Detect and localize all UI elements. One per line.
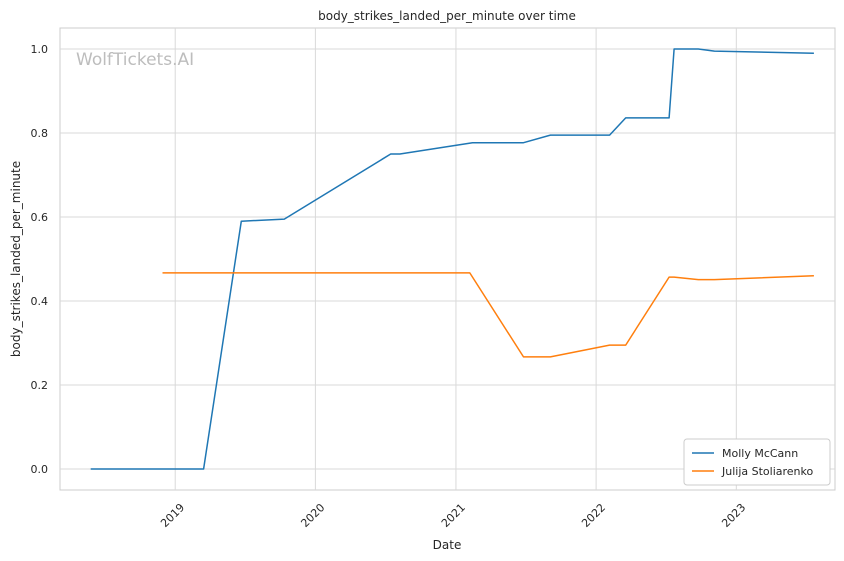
chart-title: body_strikes_landed_per_minute over time — [318, 9, 576, 23]
y-tick-label: 0.4 — [31, 295, 49, 308]
y-tick-label: 0.6 — [31, 211, 49, 224]
watermark: WolfTickets.AI — [76, 50, 194, 70]
series-lines — [90, 48, 814, 470]
y-tick-label: 0.0 — [31, 463, 49, 476]
legend-label-0: Molly McCann — [722, 447, 798, 460]
y-tick-label: 0.8 — [31, 127, 49, 140]
legend: Molly McCann Julija Stoliarenko — [683, 438, 831, 486]
series-line-1 — [162, 272, 814, 358]
grid — [60, 28, 835, 490]
y-tick-label: 0.2 — [31, 379, 49, 392]
x-tick-label: 2020 — [298, 501, 327, 530]
x-tick-label: 2023 — [719, 501, 748, 530]
y-tick-labels: 0.0 0.2 0.4 0.6 0.8 1.0 — [31, 43, 49, 476]
y-axis-label: body_strikes_landed_per_minute — [9, 161, 23, 357]
legend-label-1: Julija Stoliarenko — [721, 465, 813, 478]
x-tick-label: 2019 — [158, 501, 187, 530]
series-line-0 — [90, 48, 814, 470]
x-tick-label: 2021 — [439, 501, 468, 530]
y-tick-label: 1.0 — [31, 43, 49, 56]
x-tick-label: 2022 — [579, 501, 608, 530]
plot-area — [59, 27, 836, 491]
x-axis-label: Date — [433, 538, 462, 552]
legend-box — [683, 438, 831, 486]
x-tick-labels: 2019 2020 2021 2022 2023 — [158, 501, 748, 530]
